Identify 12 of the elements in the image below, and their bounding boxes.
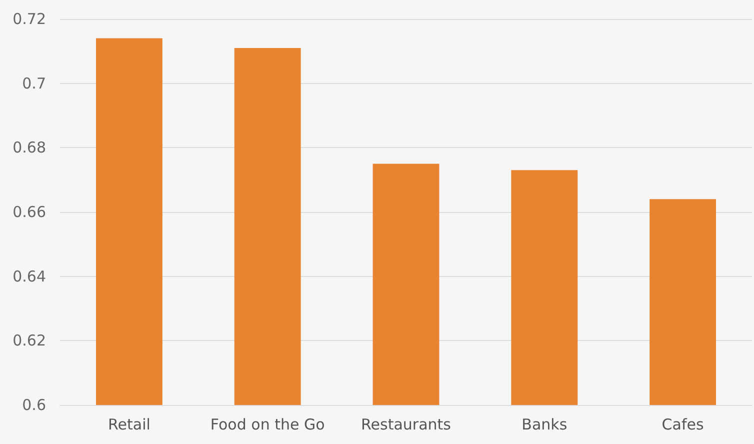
x-tick-label: Banks	[522, 416, 568, 434]
x-tick-label: Retail	[108, 416, 150, 434]
x-tick-label: Food on the Go	[210, 416, 325, 434]
y-tick-label: 0.7	[22, 74, 46, 92]
y-tick-label: 0.72	[12, 10, 46, 28]
y-tick-label: 0.6	[22, 396, 46, 414]
y-tick-label: 0.62	[12, 332, 46, 350]
y-tick-label: 0.64	[12, 267, 46, 286]
x-tick-label: Restaurants	[361, 416, 452, 434]
y-tick-label: 0.66	[12, 203, 46, 221]
y-tick-label: 0.68	[12, 138, 46, 157]
x-tick-label: Cafes	[662, 416, 704, 434]
